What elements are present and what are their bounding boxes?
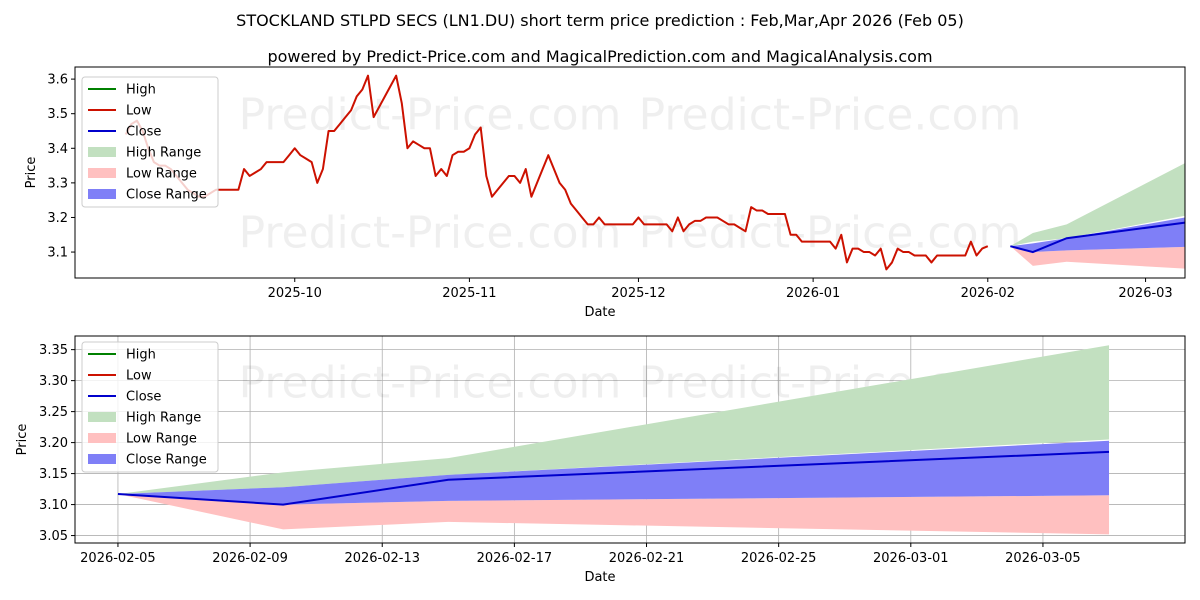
chart-title: STOCKLAND STLPD SECS (LN1.DU) short term… [236,11,964,30]
legend-low-range-label: Low Range [126,167,197,182]
close-forecast-line [117,450,1110,506]
x-tick-label: 2026-03 [1118,286,1172,301]
close-forecast-line [1010,221,1186,254]
watermark-text: Predict-Price.com [239,89,622,140]
x-tick-label: 2026-02-25 [741,551,817,566]
legend-low-label: Low [126,369,152,384]
legend-low-range-label: Low Range [126,432,197,447]
x-tick-label: 2026-01 [786,286,840,301]
legend-high-label: High [126,83,156,98]
forecast-panel: Predict-Price.comPredict-Price.comPredic… [15,335,1186,585]
legend-low-range-swatch [88,433,116,443]
low-range-area [1010,246,1185,269]
legend-close-range-label: Close Range [126,453,207,468]
x-tick-label: 2025-11 [442,286,496,301]
y-tick-label: 3.20 [39,436,68,451]
x-axis-label: Date [584,305,615,320]
x-tick-label: 2026-02-09 [212,551,288,566]
x-tick-label: 2026-02-05 [80,551,156,566]
y-tick-label: 3.1 [47,246,68,261]
legend-high-range-swatch [88,147,116,157]
y-tick-label: 3.05 [39,529,68,544]
x-tick-label: 2026-02-21 [609,551,685,566]
y-tick-label: 3.25 [39,405,68,420]
y-tick-label: 3.30 [39,374,68,389]
y-tick-label: 3.6 [47,73,68,88]
chart-subtitle: powered by Predict-Price.com and Magical… [267,47,932,66]
y-tick-label: 3.10 [39,498,68,513]
x-tick-label: 2026-02 [961,286,1015,301]
history-panel: Predict-Price.com Predict-Price.com Predic… [24,66,1186,320]
x-axis-label: Date [584,570,615,585]
axes-frame [74,66,1186,279]
legend-close-label: Close [126,125,161,140]
legend-low-range-swatch [88,168,116,178]
low-range-area [117,494,1110,535]
legend-high-range-label: High Range [126,411,201,426]
x-tick-label: 2026-03-05 [1005,551,1081,566]
legend-low-label: Low [126,104,152,119]
legend-close-range-swatch [88,189,116,199]
watermark-text: Predict-Price.com [239,358,622,409]
watermark-text: Predict-Price.com [639,89,1022,140]
x-tick-label: 2026-02-17 [477,551,553,566]
watermark-text: Predict-Price.com [239,208,622,259]
x-tick-label: 2026-03-01 [873,551,949,566]
high-range-area [1010,163,1185,247]
y-tick-label: 3.4 [47,142,68,157]
x-tick-label: 2025-12 [611,286,665,301]
y-tick-label: 3.5 [47,107,68,122]
low-history-line [124,74,989,271]
y-tick-label: 3.2 [47,211,68,226]
y-axis-label: Price [15,424,30,456]
x-tick-label: 2026-02-13 [344,551,420,566]
y-axis-label: Price [24,157,39,189]
legend-close-range-swatch [88,454,116,464]
y-tick-label: 3.3 [47,176,68,191]
legend-close-label: Close [126,390,161,405]
legend-high-range-swatch [88,412,116,422]
legend-high-label: High [126,348,156,363]
legend-close-range-label: Close Range [126,188,207,203]
x-tick-label: 2025-10 [268,286,322,301]
axes-frame [74,335,1186,544]
high-range-area [117,345,1110,495]
watermark-text: Predict-Price.com [639,208,1022,259]
y-tick-label: 3.35 [39,343,68,358]
legend-high-range-label: High Range [126,146,201,161]
y-tick-label: 3.15 [39,467,68,482]
